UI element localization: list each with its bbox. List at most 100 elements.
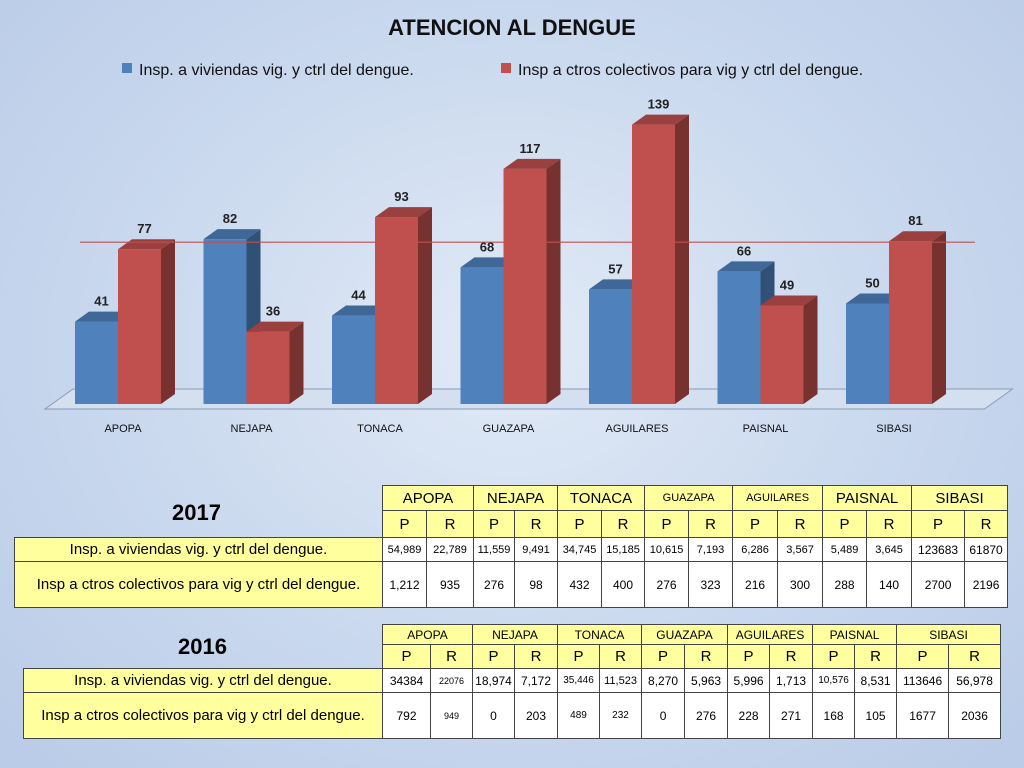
bar-top — [460, 257, 518, 268]
bar-front — [717, 271, 761, 404]
row-label-viviendas: Insp. a viviendas vig. y ctrl del dengue… — [23, 668, 383, 693]
table-cell: 2036 — [948, 692, 1002, 739]
header-paisnal: PAISNAL — [822, 485, 913, 511]
header-apopa: APOPA — [381, 485, 475, 511]
data-label-colectivos-apopa: 77 — [137, 221, 151, 236]
bar-top — [332, 305, 389, 316]
table-cell: 1677 — [896, 692, 950, 739]
table-cell: 2700 — [911, 561, 966, 608]
bar-colectivos-sibasi — [889, 231, 946, 404]
table-cell: 22,789 — [425, 537, 475, 562]
table-cell: 34384 — [382, 668, 431, 693]
table-2017: APOPA NEJAPA TONACA GUAZAPA AGUILARES PA… — [14, 485, 1009, 608]
table-cell: 276 — [473, 561, 516, 608]
bar-front — [75, 321, 118, 404]
table-cell: 56,978 — [948, 668, 1002, 693]
data-label-colectivos-aguilares: 139 — [648, 97, 670, 112]
table-cell: 140 — [866, 561, 913, 608]
table-cell: 10,576 — [812, 668, 856, 693]
data-labels-group: 41 77 82 36 44 93 68 117 57 139 66 49 50 81 — [94, 97, 922, 319]
table-cell: 7,193 — [688, 537, 734, 562]
table-cell: 5,963 — [684, 668, 729, 693]
table-subheader-row: P R P R P R P R P R P R P R — [24, 644, 1002, 669]
category-label-tonaca: TONACA — [357, 423, 403, 435]
table-header-row: APOPA NEJAPA TONACA GUAZAPA AGUILARES PA… — [15, 485, 1009, 511]
legend-label-colectivos: Insp a ctros colectivos para vig y ctrl … — [518, 62, 863, 79]
subheader-cell: P — [727, 644, 771, 669]
data-label-colectivos-nejapa: 36 — [266, 304, 280, 319]
subheader-cell: P — [472, 644, 515, 669]
subheader-cell: R — [777, 510, 824, 538]
category-label-guazapa: GUAZAPA — [483, 423, 535, 435]
bar-side — [161, 239, 175, 404]
bar-top — [246, 321, 304, 332]
data-label-viviendas-tonaca: 44 — [351, 288, 366, 303]
table-cell: 34,745 — [557, 537, 603, 562]
bar-front — [760, 305, 804, 404]
header-guazapa: GUAZAPA — [641, 624, 729, 645]
subheader-cell: P — [732, 510, 779, 538]
table-cell: 1,713 — [769, 668, 814, 693]
category-label-paisnal: PAISNAL — [743, 423, 789, 435]
subheader-cell: R — [513, 644, 559, 669]
subheader-cell: R — [866, 510, 913, 538]
data-label-colectivos-guazapa: 117 — [520, 141, 541, 156]
table-cell: 216 — [732, 561, 779, 608]
table-cell: 3,645 — [866, 537, 913, 562]
bar-front — [118, 249, 161, 404]
bar-side — [289, 321, 304, 404]
subheader-cell: P — [641, 644, 686, 669]
table-cell: 7,172 — [513, 668, 559, 693]
data-label-colectivos-tonaca: 93 — [394, 189, 408, 204]
subheader-cell: P — [557, 644, 601, 669]
table-cell: 5,996 — [727, 668, 771, 693]
table-row-viviendas: Insp. a viviendas vig. y ctrl del dengue… — [14, 537, 1009, 562]
table-cell: 8,270 — [641, 668, 686, 693]
bar-colectivos-nejapa — [246, 321, 304, 404]
header-tonaca: TONACA — [557, 624, 643, 645]
category-label-aguilares: AGUILARES — [606, 423, 669, 435]
bar-side — [803, 295, 818, 404]
table-cell: 54,989 — [382, 537, 427, 562]
table-cell: 11,559 — [473, 537, 516, 562]
table-cell: 98 — [514, 561, 559, 608]
table-cell: 228 — [727, 692, 771, 739]
table-corner — [15, 511, 383, 538]
table-cell: 276 — [684, 692, 729, 739]
table-cell: 113646 — [896, 668, 950, 693]
table-cell: 168 — [812, 692, 856, 739]
category-label-nejapa: NEJAPA — [231, 423, 274, 435]
bar-top — [889, 231, 946, 242]
category-label-sibasi: SIBASI — [876, 423, 911, 435]
bar-side — [418, 207, 432, 404]
year-2017-label: 2017 — [172, 500, 221, 525]
header-nejapa: NEJAPA — [471, 624, 559, 645]
bar-front — [203, 239, 247, 404]
table-corner — [24, 625, 383, 645]
subheader-cell: P — [473, 510, 516, 538]
bar-front — [332, 315, 375, 404]
header-sibasi: SIBASI — [896, 624, 1002, 645]
bar-chart: ATENCION AL DENGUE Insp. a viviendas vig… — [43, 15, 1015, 435]
subheader-cell: P — [382, 510, 427, 538]
data-label-viviendas-nejapa: 82 — [223, 211, 237, 226]
bar-colectivos-paisnal — [760, 295, 818, 404]
subheader-cell: P — [896, 644, 950, 669]
table-header-row: APOPA NEJAPA TONACA GUAZAPA AGUILARES PA… — [24, 624, 1002, 645]
subheader-cell: R — [964, 510, 1009, 538]
subheader-cell: R — [684, 644, 729, 669]
table-cell: 271 — [769, 692, 814, 739]
bar-top — [589, 279, 646, 290]
table-cell: 105 — [854, 692, 898, 739]
table-cell: 8,531 — [854, 668, 898, 693]
table-cell: 400 — [601, 561, 646, 608]
bar-top — [632, 114, 689, 125]
bar-top — [760, 295, 818, 306]
header-paisnal: PAISNAL — [812, 624, 898, 645]
chart-legend: Insp. a viviendas vig. y ctrl del dengue… — [122, 62, 863, 79]
bar-front — [889, 241, 932, 404]
table-corner — [24, 645, 383, 669]
bar-top — [375, 207, 432, 218]
bar-front — [846, 303, 889, 404]
table-row-viviendas: Insp. a viviendas vig. y ctrl del dengue… — [23, 668, 1002, 693]
